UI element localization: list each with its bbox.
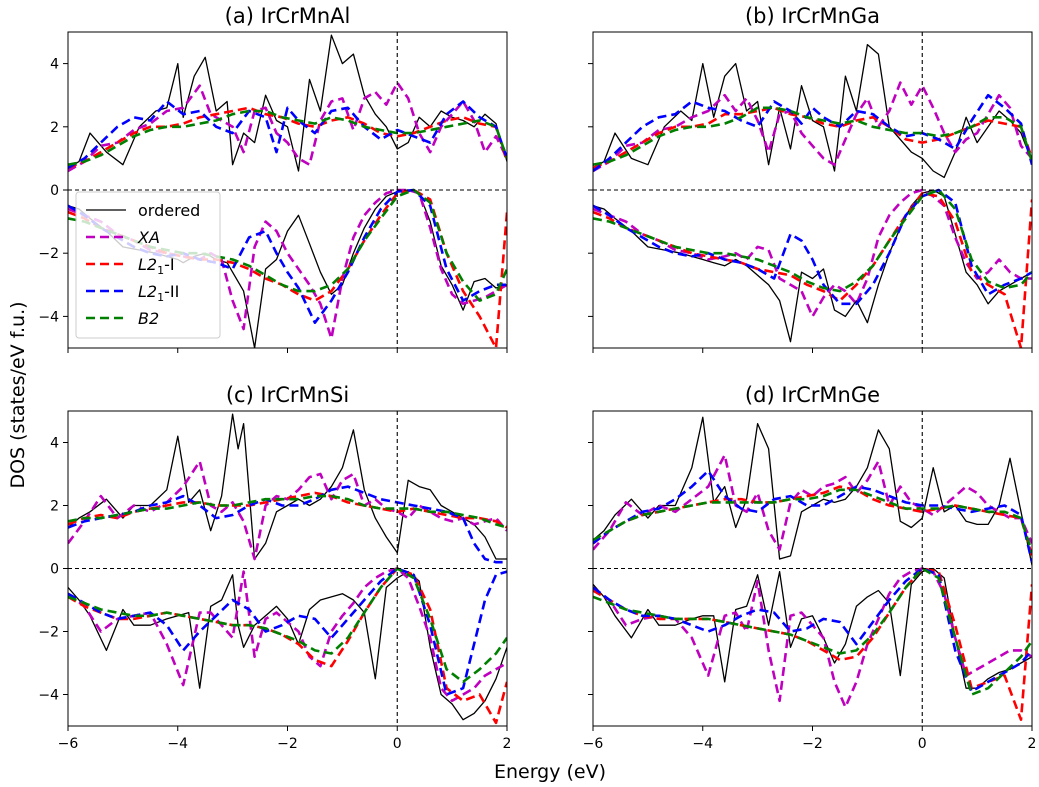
- y-tick-label: −4: [38, 309, 59, 325]
- panel-4: (d) IrCrMnGe −6 −4 −2 0 2: [583, 383, 1037, 752]
- x-axis-label: Energy (eV): [494, 761, 606, 783]
- series-L21-II-spin-up: [593, 93, 1032, 173]
- panel-title: (b) IrCrMnGa: [745, 4, 880, 28]
- panel-3: (c) IrCrMnSi −6 −4 −2 0 2 −4 −2 0 2 4: [38, 383, 511, 752]
- y-axis-label: DOS (states/eV f.u.): [7, 301, 29, 488]
- panel-2: (b) IrCrMnGa: [588, 4, 1033, 353]
- series-group: [68, 413, 507, 725]
- series-L21-I-spin-down: [593, 567, 1032, 722]
- series-B2-spin-up: [68, 109, 507, 166]
- series-L21-I-spin-up: [593, 106, 1032, 170]
- x-tick-label: 0: [918, 736, 927, 752]
- series-XA-spin-down: [68, 188, 507, 340]
- x-tick-label: −6: [58, 736, 79, 752]
- series-ordered-spin-up: [68, 413, 507, 560]
- x-tick-label: −4: [692, 736, 713, 752]
- x-tick-label: 2: [503, 736, 512, 752]
- y-tick-label: −4: [38, 688, 59, 704]
- series-L21-II-spin-up: [68, 485, 507, 564]
- x-tick-label: 0: [393, 736, 402, 752]
- legend-label-ordered: ordered: [138, 201, 200, 220]
- y-tick-label: 2: [50, 499, 59, 515]
- panel-title: (c) IrCrMnSi: [226, 383, 349, 407]
- y-tick-label: 4: [50, 57, 59, 73]
- series-XA-spin-up: [68, 81, 507, 173]
- series-B2-spin-up: [68, 494, 507, 529]
- y-tick-label: 2: [50, 120, 59, 136]
- panel-1: (a) IrCrMnAl −4 −2 0 2 4: [38, 4, 508, 353]
- y-tick-label: 0: [50, 562, 59, 578]
- y-tick-label: 0: [50, 183, 59, 199]
- series-B2-spin-down: [68, 567, 507, 684]
- series-ordered-spin-up: [593, 43, 1032, 179]
- series-group: [593, 416, 1032, 722]
- series-ordered-spin-down: [68, 570, 507, 721]
- y-tick-label: 4: [50, 436, 59, 452]
- series-XA-spin-down: [68, 567, 507, 703]
- series-L21-I-spin-up: [593, 485, 1032, 557]
- x-tick-label: −6: [583, 736, 604, 752]
- series-L21-II-spin-up: [68, 100, 507, 170]
- y-tick-label: −2: [38, 246, 59, 262]
- series-L21-II-spin-up: [593, 469, 1032, 563]
- series-L21-II-spin-down: [593, 188, 1032, 306]
- series-L21-II-spin-down: [68, 567, 507, 696]
- series-group: [593, 43, 1032, 348]
- x-tick-label: 2: [1028, 736, 1037, 752]
- x-tick-label: −4: [167, 736, 188, 752]
- legend-label-B2: B2: [138, 309, 159, 328]
- x-tick-label: −2: [277, 736, 298, 752]
- legend-box: [75, 191, 221, 339]
- series-B2-spin-up: [593, 488, 1032, 554]
- legend-label-XA: XA: [137, 228, 160, 247]
- panels: (a) IrCrMnAl −4 −2 0 2 4 (b) IrCrMnGa (c) IrCrM…: [38, 4, 1036, 752]
- y-tick-label: −2: [38, 625, 59, 641]
- x-tick-label: −2: [802, 736, 823, 752]
- series-B2-spin-down: [593, 188, 1032, 293]
- series-L21-I-spin-down: [68, 567, 507, 725]
- panel-title: (d) IrCrMnGe: [745, 383, 880, 407]
- panel-title: (a) IrCrMnAl: [225, 4, 351, 28]
- series-L21-I-spin-up: [68, 106, 507, 170]
- legend-label-L21-II: L21-II: [138, 282, 179, 304]
- legend-label-L21-I: L21-I: [138, 255, 175, 277]
- series-XA-spin-up: [593, 81, 1032, 173]
- series-ordered-spin-up: [593, 416, 1032, 566]
- series-B2-spin-down: [593, 567, 1032, 696]
- legend: ordered XA L21-I L21-II B2: [75, 191, 221, 339]
- series-L21-II-spin-down: [593, 567, 1032, 693]
